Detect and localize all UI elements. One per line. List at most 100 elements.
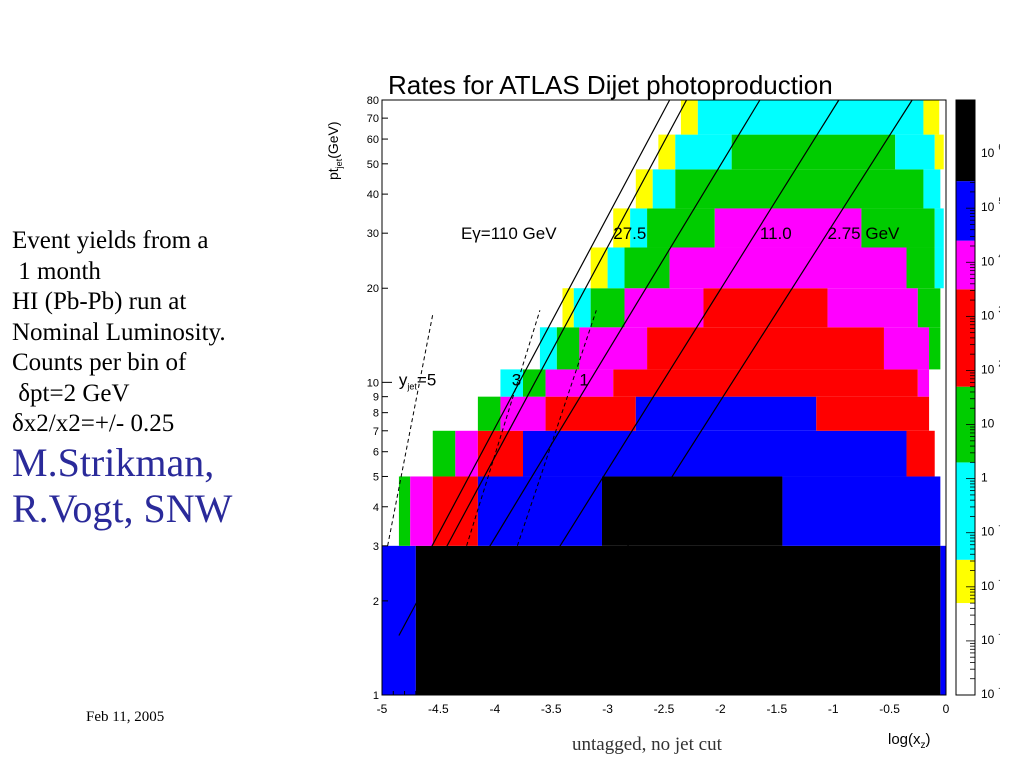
heatmap-cells: [382, 100, 946, 695]
colorbar-band: [956, 240, 975, 290]
heatmap-cell: [917, 288, 941, 328]
author-line: M.Strikman,: [12, 439, 215, 485]
heatmap-cell: [398, 476, 411, 546]
heatmap-cell: [624, 247, 670, 289]
energy-line: [618, 99, 913, 561]
heatmap-cell: [590, 247, 608, 289]
colorbar-label: 104: [981, 250, 1000, 268]
heatmap-cell: [573, 288, 591, 328]
chart-annotation: 11.0: [760, 224, 792, 243]
body-line: δpt=2 GeV: [12, 379, 130, 407]
x-axis-label-sub: z: [921, 740, 926, 751]
heatmap-cell: [923, 169, 941, 209]
heatmap-cell: [500, 369, 523, 397]
heatmap-cell: [703, 288, 828, 328]
colorbar-label: 106: [981, 142, 1000, 160]
heatmap-cell: [590, 288, 625, 328]
colorbar-frame: [955, 99, 976, 696]
axes: -5 -4.5 -4 -3.5 -3 -2.5 -2 -1.5 -1 -0.5 0 1 2 3 4 5 6 7 8 9…: [367, 95, 950, 716]
heatmap-cell: [477, 396, 501, 431]
x-tick-label: -3: [602, 702, 613, 716]
colorbar-label: 10-1: [981, 521, 1000, 539]
colorbar-band: [956, 386, 975, 463]
heatmap-cell: [782, 476, 941, 546]
heatmap-cell: [624, 288, 704, 328]
y-tick-label: 70: [367, 113, 379, 125]
heatmap-cell: [635, 169, 653, 209]
colorbar-label: 10-3: [981, 629, 1000, 647]
heatmap-cell: [647, 327, 884, 370]
heatmap-cell: [410, 476, 433, 546]
y-tick-label: 8: [373, 408, 379, 420]
heatmap-cell: [652, 169, 676, 209]
colorbar-band: [956, 181, 975, 241]
x-axis-label: log(xz): [888, 731, 931, 751]
energy-line: [550, 99, 840, 561]
chart-title: Rates for ATLAS Dijet photoproduction: [388, 70, 833, 100]
y-tick-label: 6: [373, 447, 379, 459]
heatmap-cell: [895, 134, 935, 170]
heatmap-cell: [906, 430, 935, 477]
heatmap-cell: [669, 247, 907, 289]
y-tick-label: 40: [367, 189, 379, 201]
y-tick-label: 7: [373, 426, 379, 438]
x-tick-label: -0.5: [879, 702, 900, 716]
slide-date: Feb 11, 2005: [86, 709, 165, 725]
heatmap-cell: [635, 396, 817, 431]
heatmap-cell: [929, 327, 941, 370]
heatmap-cell: [382, 545, 416, 695]
heatmap-cell: [934, 134, 944, 170]
chart-annotation: Eγ=110 GeV: [461, 224, 557, 243]
colorbar-label: 10-2: [981, 575, 1000, 593]
heatmap-cell: [601, 476, 783, 546]
heatmap-cell: [523, 430, 907, 477]
y-tick-label: 60: [367, 134, 379, 146]
heatmap-cell: [934, 208, 944, 248]
chart-caption: untagged, no jet cut: [572, 734, 722, 755]
chart-annotation: 3: [512, 371, 521, 390]
chart-annotation: yjet=5: [399, 371, 436, 392]
heatmap-cell: [906, 247, 935, 289]
x-tick-label: -2.5: [654, 702, 675, 716]
x-tick-label: -1.5: [766, 702, 787, 716]
x-axis-label-main: log(x: [888, 731, 921, 748]
heatmap-cell: [647, 208, 715, 248]
heatmap-cell: [539, 327, 557, 370]
rapidity-line: [466, 310, 541, 546]
y-tick-label: 50: [367, 159, 379, 171]
energy-line: [398, 99, 688, 636]
y-tick-label: 80: [367, 95, 379, 107]
heatmap-cell: [613, 369, 918, 397]
colorbar-band: [956, 559, 975, 604]
heatmap-cell: [500, 396, 546, 431]
x-tick-label: 0: [943, 702, 950, 716]
heatmap-cell: [816, 396, 930, 431]
heatmap-cell: [940, 545, 946, 695]
heatmap-cell: [545, 369, 614, 397]
chart-annotation: 2.75 GeV: [828, 224, 900, 243]
colorbar-label: 1: [981, 471, 988, 485]
body-line: 1 month: [12, 257, 101, 285]
heatmap-cell: [545, 396, 636, 431]
kinematic-lines: [387, 99, 913, 636]
heatmap-cell: [675, 134, 732, 170]
energy-line: [437, 99, 761, 632]
heatmap-cell: [697, 100, 924, 135]
y-axis-label-sub: jet: [334, 158, 344, 169]
y-tick-label: 30: [367, 228, 379, 240]
heatmap-cell: [680, 100, 698, 135]
heatmap-cell: [658, 134, 676, 170]
heatmap-cell: [883, 327, 930, 370]
heatmap-cell: [675, 169, 924, 209]
chart-annotation: 1: [579, 371, 588, 390]
energy-line: [426, 99, 671, 556]
heatmap-cell: [556, 327, 580, 370]
colorbar-label: 10-4: [981, 683, 1000, 701]
x-tick-label: -3.5: [541, 702, 562, 716]
colorbar-label: 10: [981, 417, 995, 431]
rapidity-line: [387, 314, 434, 546]
heatmap-cell: [432, 430, 456, 477]
x-tick-label: -5: [377, 702, 388, 716]
colorbar-label: 102: [981, 358, 1000, 376]
y-tick-label: 3: [373, 541, 379, 553]
